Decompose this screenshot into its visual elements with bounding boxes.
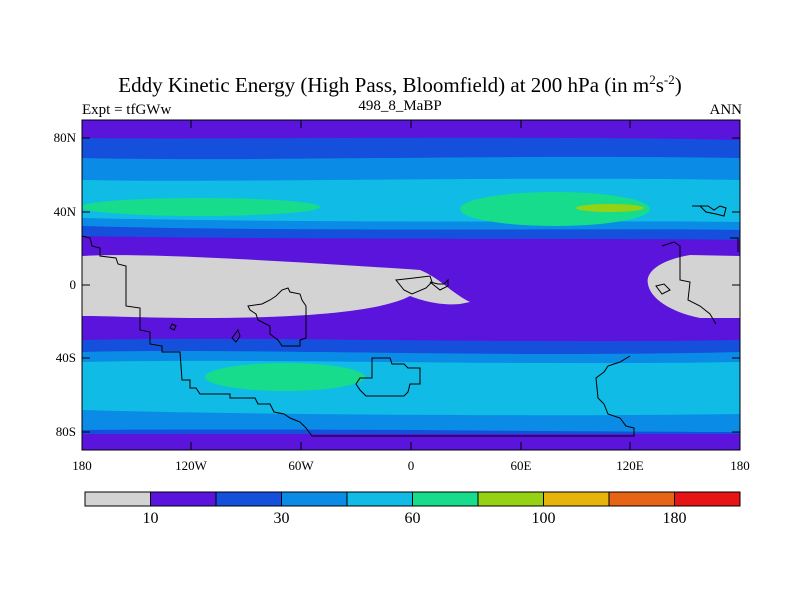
colorbar-label: 100 [531,510,556,527]
colorbar-label: 180 [662,510,687,527]
colorbar-label: 60 [404,510,421,527]
max-peak-asia [576,204,644,212]
lat-label: 0 [69,277,77,292]
colorbar-swatch [281,491,348,507]
coastlines [82,205,739,437]
colorbar-swatch [84,491,151,507]
band-45-60-south [82,360,740,416]
tropical-minimum-atlantic [82,255,470,318]
colorbar [84,491,741,507]
lon-label: 120W [175,458,207,473]
band-arctic [82,120,740,138]
colorbar-swatch [477,491,544,507]
max-south [205,363,365,391]
lon-label: 0 [407,458,415,473]
lon-label: 60W [288,458,314,473]
colorbar-label: 10 [142,510,159,527]
map-ticks [82,120,740,450]
colorbar-swatch [543,491,610,507]
max-atlantic-north [82,198,320,216]
lat-label: 80N [53,130,76,145]
colorbar-swatch [412,491,479,507]
experiment-label: Expt = tfGWw [82,102,172,118]
colorbar-swatch [608,491,675,507]
tropical-minimum-pacific [647,255,740,318]
colorbar-swatch [674,491,741,507]
max-asia-north [460,192,650,226]
lon-label: 180 [730,458,750,473]
lon-label: 120E [616,458,644,473]
lon-label: 180 [72,458,92,473]
contour-map [82,120,740,450]
lat-label: 40S [55,350,76,365]
colorbar-swatch [346,491,413,507]
chart-title: Eddy Kinetic Energy (High Pass, Bloomfie… [118,72,682,97]
lon-label: 60E [510,458,532,473]
season-label: ANN [709,102,743,118]
case-label: 498_8_MaBP [358,98,442,114]
colorbar-swatch [215,491,282,507]
colorbar-label: 30 [273,510,290,527]
lat-label: 40N [53,204,76,219]
lat-label: 80S [55,424,76,439]
colorbar-swatch [150,491,217,507]
